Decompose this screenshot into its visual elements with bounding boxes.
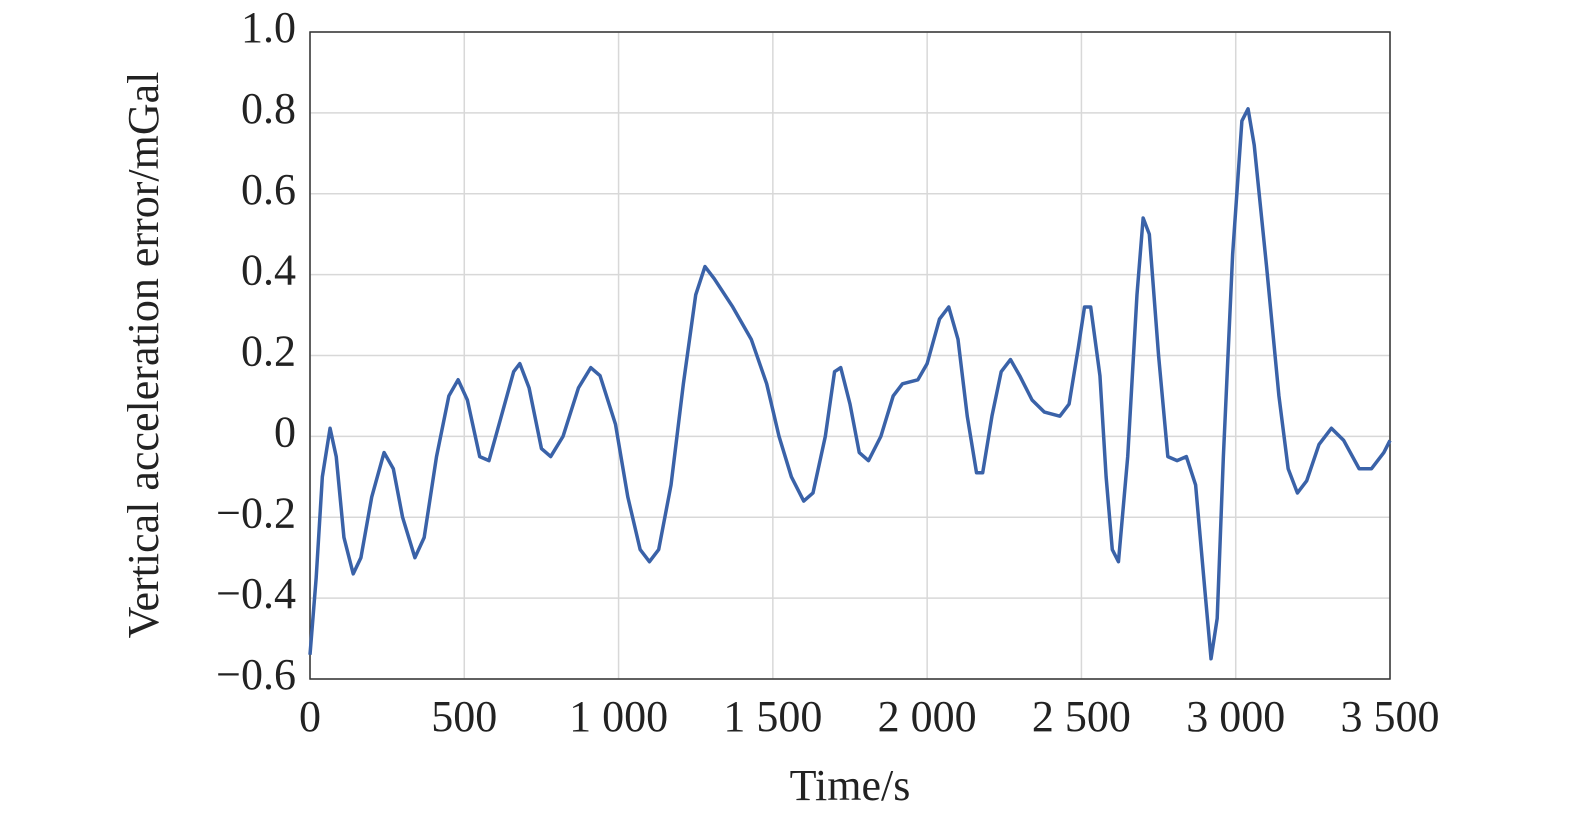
y-tick-label: 0.4 xyxy=(241,246,296,295)
y-tick-label: 0 xyxy=(274,407,296,456)
x-tick-label: 2 500 xyxy=(1032,692,1131,741)
y-tick-label: 0.2 xyxy=(241,327,296,376)
y-axis-label: Vertical acceleration error/mGal xyxy=(119,72,168,639)
y-tick-label: 0.6 xyxy=(241,165,296,214)
x-tick-label: 500 xyxy=(431,692,497,741)
y-tick-label: 1.0 xyxy=(241,3,296,52)
y-tick-label: −0.6 xyxy=(216,650,296,699)
x-tick-label: 1 000 xyxy=(569,692,668,741)
x-tick-label: 1 500 xyxy=(723,692,822,741)
x-tick-label: 3 500 xyxy=(1341,692,1440,741)
y-tick-label: −0.4 xyxy=(216,569,296,618)
x-tick-label: 3 000 xyxy=(1186,692,1285,741)
data-line xyxy=(308,107,1392,661)
y-tick-label: −0.2 xyxy=(216,488,296,537)
x-tick-label: 0 xyxy=(299,692,321,741)
y-tick-label: 0.8 xyxy=(241,84,296,133)
x-tick-label: 2 000 xyxy=(878,692,977,741)
x-axis-label: Time/s xyxy=(790,761,911,810)
plot-frame xyxy=(309,31,1391,680)
